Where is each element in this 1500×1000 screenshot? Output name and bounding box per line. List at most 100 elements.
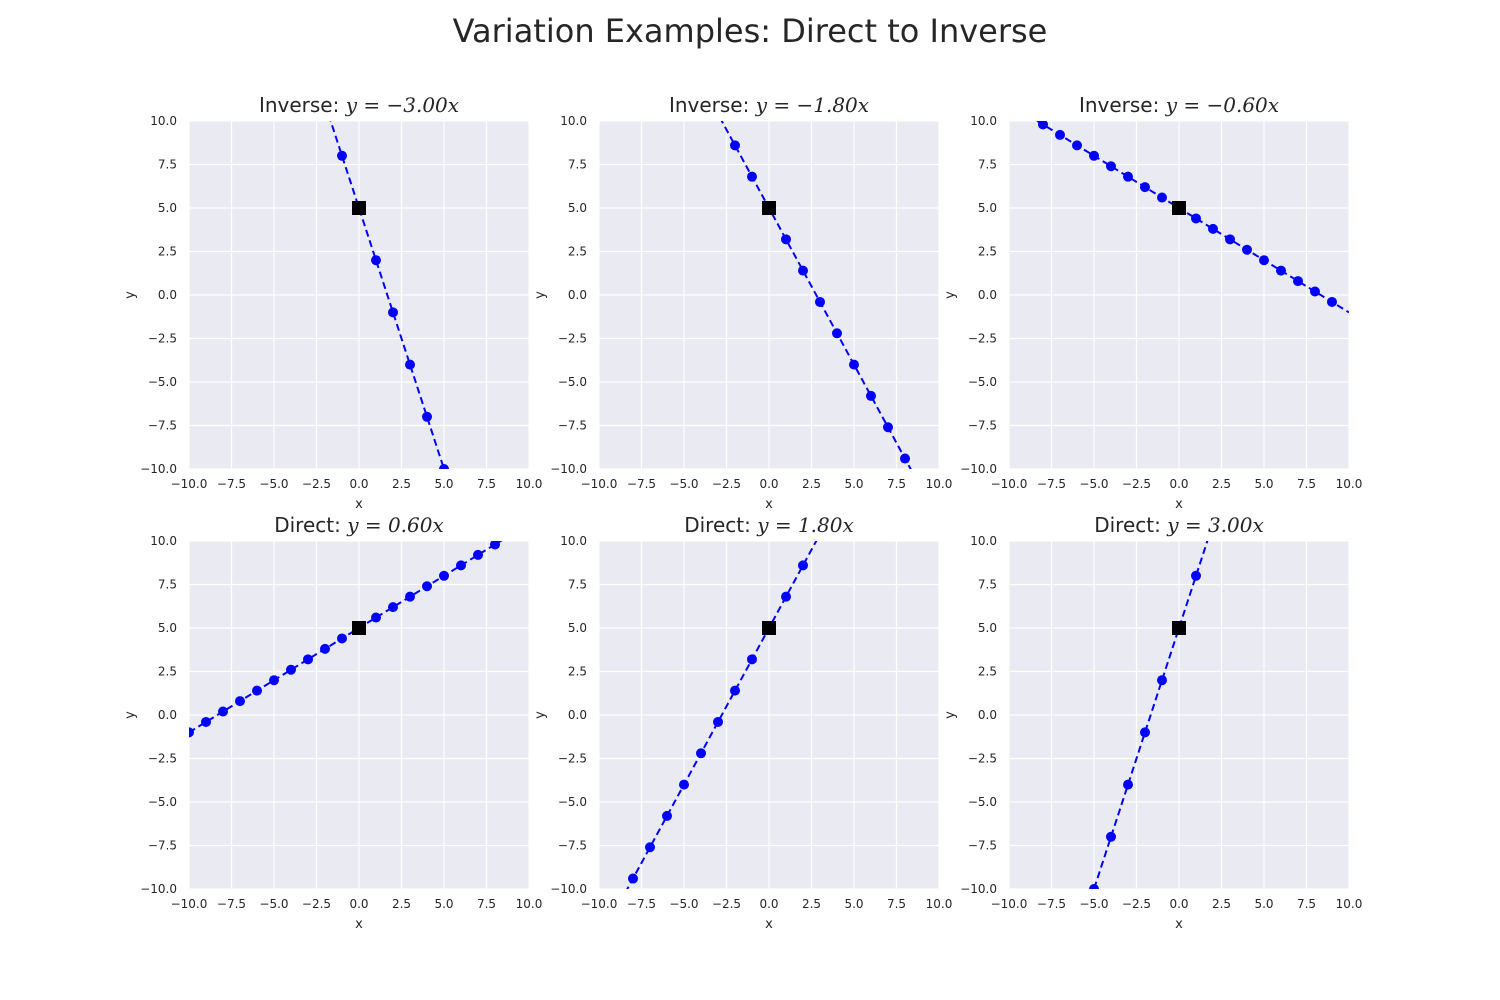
y-tick-label: 0.0 [978,288,997,302]
subplot-5: −10.0 −7.5 −5.0 −2.5 0.0 2.5 5.0 7.5 10.0 −10.0 −7… [533,513,953,932]
x-tick-label: 10.0 [926,897,953,911]
data-point [1123,171,1133,182]
x-tick-label: −5.0 [669,897,698,911]
y-tick-label: 7.5 [568,158,587,172]
y-tick-label: −5.0 [968,795,997,809]
data-point [815,296,825,307]
data-point [235,696,245,707]
y-tick-label: −7.5 [968,419,997,433]
x-tick-label: −10.0 [581,897,618,911]
subplot-title-prefix: Inverse: [259,93,346,117]
highlight-marker [352,201,366,215]
y-tick-label: −2.5 [558,332,587,346]
x-tick-label: 0.0 [1169,477,1188,491]
data-point [422,581,432,592]
subplot-title-equation: y = −1.80x [755,93,869,117]
y-axis-label: y [123,291,138,299]
x-tick-label: −5.0 [259,897,288,911]
y-tick-label: 0.0 [158,708,177,722]
data-point [1089,150,1099,161]
data-point [388,307,398,318]
data-point [1106,161,1116,172]
data-point [337,150,347,161]
x-tick-label: 2.5 [392,477,411,491]
data-point [456,560,466,571]
data-point [645,842,655,853]
x-tick-label: 5.0 [434,897,453,911]
data-point [781,591,791,602]
x-axis-label: x [355,917,363,932]
data-point [1293,276,1303,287]
data-point [713,716,723,727]
x-tick-label: 7.5 [887,477,906,491]
y-tick-label: −7.5 [148,419,177,433]
data-point [189,727,194,738]
y-tick-label: −7.5 [558,419,587,433]
data-point [900,453,910,464]
x-tick-label: 7.5 [477,477,496,491]
x-tick-label: −7.5 [1037,477,1066,491]
x-tick-label: 10.0 [926,477,953,491]
data-point [1055,129,1065,140]
y-tick-label: −10.0 [550,462,587,476]
data-point [286,664,296,675]
y-tick-label: 7.5 [158,578,177,592]
x-tick-label: 2.5 [392,897,411,911]
data-layer [189,541,503,738]
y-tick-label: 10.0 [970,534,997,548]
y-tick-label: −5.0 [558,795,587,809]
data-point [747,171,757,182]
y-tick-label: −2.5 [558,752,587,766]
data-point [747,654,757,665]
data-point [320,643,330,654]
data-point [422,411,432,422]
data-point [1140,727,1150,738]
highlight-marker [352,621,366,635]
subplot-title: Direct: y = 0.60x [274,513,444,537]
figure-title: Variation Examples: Direct to Inverse [452,12,1048,50]
data-point [798,265,808,276]
y-tick-label: 5.0 [568,201,587,215]
y-tick-label: −5.0 [558,375,587,389]
y-tick-label: 7.5 [158,158,177,172]
data-point [883,422,893,433]
y-tick-label: −2.5 [968,752,997,766]
subplot-title-prefix: Direct: [1094,513,1167,537]
data-point [405,591,415,602]
y-tick-label: 2.5 [978,665,997,679]
data-point [405,359,415,370]
data-point [1327,296,1337,307]
y-tick-label: −10.0 [140,882,177,896]
y-axis-label: y [533,711,548,719]
highlight-marker [1172,621,1186,635]
highlight-marker [762,621,776,635]
y-tick-label: 10.0 [150,534,177,548]
y-tick-label: −10.0 [550,882,587,896]
x-tick-label: −7.5 [217,897,246,911]
x-tick-label: 5.0 [844,477,863,491]
x-tick-label: −7.5 [627,477,656,491]
x-tick-label: 5.0 [1254,897,1273,911]
subplot-title-equation: y = 3.00x [1166,513,1264,537]
data-point [1276,265,1286,276]
x-tick-label: −10.0 [171,477,208,491]
data-point [1089,884,1099,889]
data-layer [1089,541,1209,889]
x-tick-label: 2.5 [1212,897,1231,911]
x-tick-label: −5.0 [259,477,288,491]
data-point [781,234,791,245]
x-axis-label: x [1175,917,1183,932]
x-tick-label: −7.5 [627,897,656,911]
data-point [439,464,449,469]
y-tick-label: 2.5 [158,245,177,259]
y-tick-label: 5.0 [158,201,177,215]
data-point [696,748,706,759]
subplot-title: Direct: y = 3.00x [1094,513,1264,537]
subplot-title-prefix: Direct: [684,513,757,537]
x-tick-label: 10.0 [1336,897,1363,911]
x-axis-label: x [355,497,363,512]
data-point [1259,255,1269,266]
x-tick-label: 0.0 [759,477,778,491]
subplot-title-equation: y = 1.80x [756,513,854,537]
